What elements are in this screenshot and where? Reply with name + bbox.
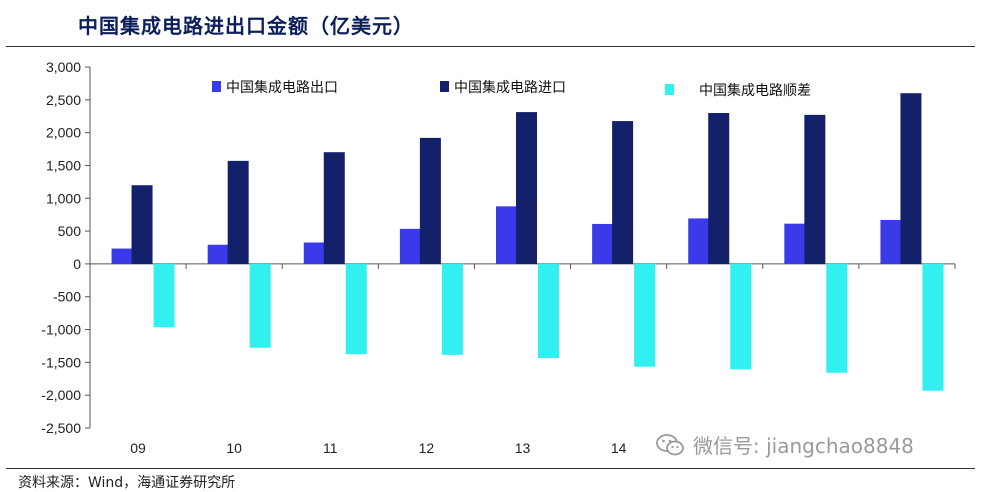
legend-swatch-3 [665, 84, 674, 95]
bar-series-1-17 [880, 219, 902, 264]
y-tick-label: -2,500 [41, 420, 81, 436]
bar-series-1-11 [303, 242, 325, 264]
page-title: 中国集成电路进出口金额（亿美元） [78, 14, 414, 38]
bar-series-2-09 [131, 185, 153, 264]
bar-series-1-10 [207, 244, 229, 264]
bar-series-1-12 [399, 228, 421, 264]
legend-label-3: 中国集成电路顺差 [699, 82, 811, 99]
y-tick-label: -2,000 [41, 387, 81, 403]
x-category-label: 13 [515, 440, 531, 456]
bar-series-1-16 [784, 223, 806, 264]
y-tick-label: 1,000 [46, 190, 81, 206]
y-tick-label: 0 [73, 256, 81, 272]
bar-series-3-12 [441, 263, 463, 355]
x-category-label: 11 [323, 440, 338, 456]
bar-series-2-14 [612, 121, 634, 264]
legend-label-2: 中国集成电路进口 [454, 79, 566, 96]
bar-series-1-09 [111, 248, 133, 264]
legend-swatch-2 [440, 81, 449, 92]
bar-series-2-16 [804, 114, 826, 264]
y-tick-label: -500 [53, 289, 81, 305]
bar-series-3-14 [634, 263, 656, 367]
source-note: 资料来源：Wind，海通证券研究所 [18, 475, 236, 491]
x-category-label: 10 [226, 440, 242, 456]
chart-labels: 3,000 2,500 2,000 1,500 1,000 500 0 -500 -1,000 -… [41, 59, 626, 456]
x-category-label: 09 [130, 440, 146, 456]
wechat-icon [656, 433, 684, 455]
bar-series-3-13 [538, 263, 559, 359]
bar-series-3-10 [249, 263, 271, 348]
y-tick-label: 2,000 [46, 125, 81, 141]
bar-series-2-12 [419, 137, 441, 264]
title-divider [6, 46, 975, 47]
bar-series-2-10 [227, 160, 249, 264]
bar-series-3-11 [345, 263, 367, 355]
bar-series-1-15 [688, 218, 710, 264]
footer-divider [6, 468, 975, 469]
bar-series-2-13 [516, 112, 537, 264]
chart: 3,000 2,500 2,000 1,500 1,000 500 0 -500 -1,000 -… [41, 59, 956, 456]
y-tick-label: 1,500 [46, 157, 81, 173]
chart-legend: 中国集成电路出口 中国集成电路进口 中国集成电路顺差 [212, 79, 811, 99]
watermark-text: 微信号: jiangchao8848 [693, 434, 914, 458]
y-tick-label: 500 [58, 223, 82, 239]
bar-series-3-17 [922, 263, 944, 391]
y-tick-label: 3,000 [46, 59, 81, 75]
bar-series-2-15 [708, 113, 730, 264]
legend-label-1: 中国集成电路出口 [226, 79, 338, 96]
y-tick-label: 2,500 [46, 92, 81, 108]
bar-series-1-14 [592, 223, 614, 264]
x-category-label: 12 [419, 440, 435, 456]
x-category-label: 14 [611, 440, 627, 456]
bar-series-3-16 [826, 263, 848, 373]
bar-series-3-09 [153, 263, 175, 328]
y-tick-label: -1,500 [41, 354, 81, 370]
legend-swatch-1 [212, 81, 221, 92]
watermark: 微信号: jiangchao8848 [655, 430, 914, 459]
bar-series-2-17 [900, 93, 922, 264]
bar-series-2-11 [323, 152, 345, 264]
y-tick-label: -1,000 [41, 322, 81, 338]
bar-series-1-13 [496, 206, 517, 264]
chart-bars [111, 93, 944, 391]
bar-series-3-15 [730, 263, 752, 370]
